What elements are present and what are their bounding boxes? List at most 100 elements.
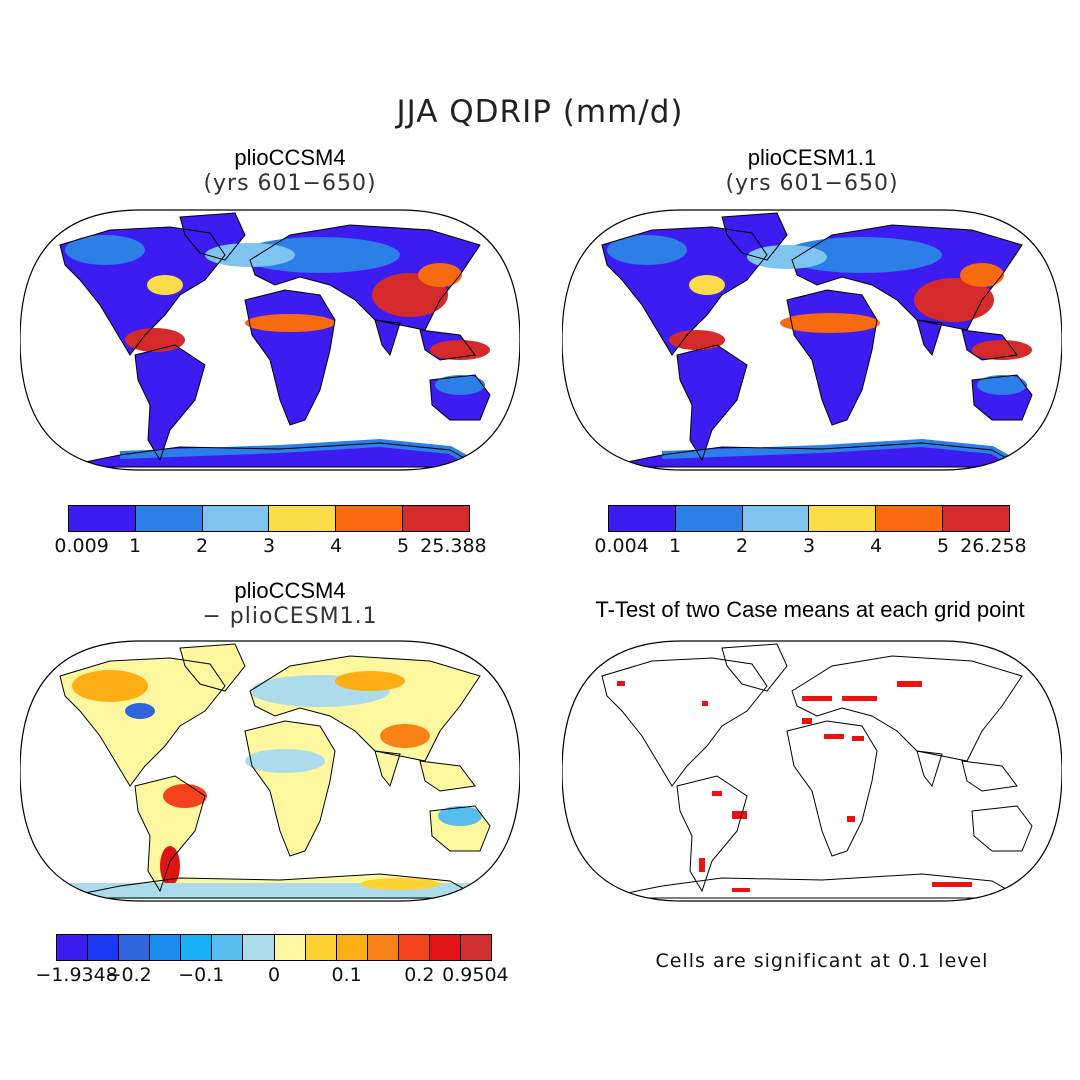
sig-cell	[842, 696, 877, 701]
map-svg	[20, 209, 520, 471]
sig-cell	[702, 701, 708, 706]
map-frame	[562, 209, 1062, 471]
region-eurasia	[240, 237, 400, 273]
region-us-central	[125, 703, 155, 719]
colorbar-label: 2	[735, 535, 749, 557]
colorbar-label: 0.1	[331, 964, 362, 986]
colorbar-swatch	[305, 935, 337, 960]
colorbar-swatch	[403, 506, 469, 531]
sig-cell	[802, 718, 812, 724]
colorbar-labels: 0.004 1 2 3 4 5 26.258	[594, 535, 1026, 561]
region-east-asia	[418, 263, 462, 287]
colorbar-swatches	[56, 934, 492, 961]
region-africa-central	[245, 749, 325, 773]
colorbar-swatch	[181, 935, 213, 960]
panel-title: plioCESM1.1	[747, 145, 877, 170]
colorbar-bottom-left: −1.9348 −0.2 −0.1 0 0.1 0.2 0.9504	[35, 934, 509, 990]
panel-title-ttest: T-Test of two Case means at each grid po…	[595, 597, 1025, 622]
colorbar-label: 0	[267, 964, 281, 986]
map-pliocesm1-1	[562, 205, 1062, 475]
region-australia	[977, 375, 1027, 395]
region-eurasia	[782, 237, 942, 273]
colorbar-label: 0.9504	[442, 964, 509, 986]
sig-cell	[897, 681, 922, 687]
map-plioccsm4	[20, 205, 520, 475]
colorbar-swatch	[269, 506, 337, 531]
map-frame	[20, 640, 520, 902]
sig-cell	[824, 734, 844, 739]
map-svg	[562, 209, 1062, 471]
figure-title: JJA QDRIP (mm/d)	[396, 94, 684, 130]
colorbar-swatches	[608, 505, 1010, 532]
significant-cells	[617, 681, 972, 892]
colorbar-swatch	[202, 506, 270, 531]
colorbar-label: 5	[396, 535, 410, 557]
colorbar-label: 25.388	[420, 535, 487, 557]
sig-cell	[847, 816, 855, 822]
region-europe	[205, 243, 295, 267]
colorbar-swatch	[119, 935, 151, 960]
colorbar-swatch	[69, 506, 136, 531]
colorbar-swatch	[274, 935, 306, 960]
colorbar-swatch	[609, 506, 676, 531]
colorbar-swatch	[943, 506, 1009, 531]
colorbar-swatch	[88, 935, 120, 960]
region-antarctica-east	[360, 878, 440, 890]
colorbar-swatch	[336, 935, 368, 960]
map-frame	[562, 640, 1062, 902]
colorbar-label: 3	[262, 535, 276, 557]
colorbar-swatch	[150, 935, 182, 960]
region-amazon	[163, 784, 207, 808]
region-us-east	[689, 275, 725, 295]
colorbar-swatch	[876, 506, 944, 531]
region-east-asia	[960, 263, 1004, 287]
colorbar-label: 26.258	[960, 535, 1027, 557]
region-sahel	[780, 313, 880, 333]
colorbar-label: −1.9348	[35, 964, 118, 986]
region-australia	[435, 375, 485, 395]
panel-top-left: plioCCSM4 (yrs 601−650)	[40, 145, 540, 196]
region-australia	[438, 806, 482, 826]
colorbar-label: 0.009	[54, 535, 109, 557]
colorbar-swatch	[429, 935, 462, 960]
colorbar-swatch	[135, 506, 203, 531]
colorbar-label: 2	[195, 535, 209, 557]
colorbar-swatch	[809, 506, 877, 531]
colorbar-label: 5	[936, 535, 950, 557]
panel-top-right: plioCESM1.1 (yrs 601−650)	[562, 145, 1062, 196]
colorbar-top-right: 0.004 1 2 3 4 5 26.258	[594, 505, 1027, 561]
map-svg	[562, 640, 1062, 902]
colorbar-labels: 0.009 1 2 3 4 5 25.388	[54, 535, 486, 561]
region-canada	[607, 235, 687, 265]
region-central-america	[125, 328, 185, 352]
colorbar-swatch	[367, 935, 399, 960]
colorbar-swatch	[57, 935, 89, 960]
colorbar-swatch	[461, 935, 492, 960]
colorbar-label: 0.004	[594, 535, 649, 557]
sig-cell	[932, 882, 972, 887]
colorbar-label: 1	[668, 535, 682, 557]
colorbar-labels: −1.9348 −0.2 −0.1 0 0.1 0.2 0.9504	[35, 964, 508, 990]
panel-subtitle: − plioCESM1.1	[202, 604, 378, 629]
region-canada	[72, 670, 148, 702]
region-central-america	[669, 330, 725, 350]
colorbar-swatches	[68, 505, 470, 532]
map-difference	[20, 636, 520, 906]
colorbar-label: −0.2	[105, 964, 152, 986]
sig-cell	[852, 736, 864, 741]
colorbar-label: 0.2	[404, 964, 435, 986]
map-ttest	[562, 636, 1062, 906]
panel-subtitle: (yrs 601−650)	[203, 171, 377, 196]
map-frame	[20, 209, 520, 471]
colorbar-swatch	[243, 935, 275, 960]
colorbar-label: −0.1	[178, 964, 225, 986]
colorbar-label: 4	[869, 535, 883, 557]
sig-cell	[732, 811, 747, 819]
panel-subtitle: (yrs 601−650)	[725, 171, 899, 196]
colorbar-top-left: 0.009 1 2 3 4 5 25.388	[54, 505, 487, 561]
panel-title: plioCCSM4	[234, 578, 346, 603]
sig-cell	[732, 888, 750, 892]
sig-cell	[617, 681, 625, 686]
region-india	[380, 724, 430, 748]
region-sahel	[245, 314, 335, 332]
